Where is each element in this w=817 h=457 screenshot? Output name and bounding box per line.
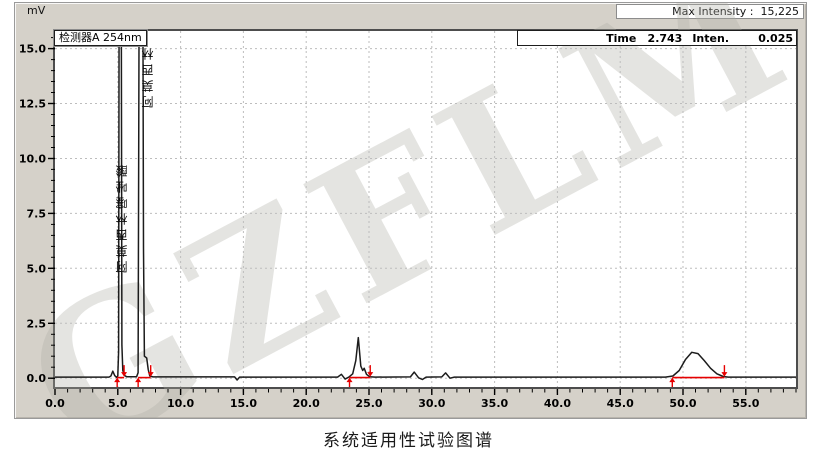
max-intensity-label: Max Intensity :: [672, 5, 754, 18]
y-axis-unit-label: mV: [27, 4, 46, 17]
time-label: Time: [606, 31, 637, 45]
svg-text:12.5: 12.5: [19, 98, 46, 111]
plot-area[interactable]: 检测器A 254nm Time 2.743 Inten. 0.025 阿莫西林噻…: [53, 29, 798, 389]
svg-text:5.0: 5.0: [108, 397, 128, 410]
svg-text:0.0: 0.0: [27, 372, 47, 385]
peak-label-amoxicillin-thiazole-acid: 阿莫西林噻唑酸: [114, 160, 129, 273]
svg-text:50.0: 50.0: [669, 397, 696, 410]
svg-text:30.0: 30.0: [418, 397, 445, 410]
max-intensity-readout: Max Intensity : 15,225: [616, 4, 804, 19]
max-intensity-value: 15,225: [760, 5, 800, 18]
svg-text:15.0: 15.0: [230, 397, 257, 410]
chromatogram-widget: GZFLM mV Max Intensity : 15,225 0.0 2.5 5.…: [14, 2, 807, 419]
inten-label: Inten.: [692, 31, 729, 45]
svg-text:35.0: 35.0: [481, 397, 508, 410]
svg-text:25.0: 25.0: [355, 397, 382, 410]
chromatogram-trace-canvas[interactable]: [55, 31, 796, 387]
svg-text:min: min: [798, 397, 799, 410]
svg-text:45.0: 45.0: [607, 397, 634, 410]
svg-text:20.0: 20.0: [293, 397, 320, 410]
cursor-readout-box: Time 2.743 Inten. 0.025: [517, 30, 797, 46]
svg-text:10.0: 10.0: [167, 397, 194, 410]
detector-channel-badge: 检测器A 254nm: [54, 30, 147, 46]
svg-text:40.0: 40.0: [544, 397, 571, 410]
figure-caption: 系统适用性试验图谱: [323, 431, 494, 451]
svg-text:10.0: 10.0: [19, 153, 46, 166]
y-axis: 0.0 2.5 5.0 7.5 10.0 12.5 15.0: [19, 37, 55, 385]
peak-label-amoxicillin: 阿莫西林: [140, 43, 155, 108]
inten-value: 0.025: [758, 31, 793, 45]
svg-text:15.0: 15.0: [19, 43, 46, 56]
chart-topbar: mV Max Intensity : 15,225: [15, 3, 806, 21]
svg-text:7.5: 7.5: [27, 207, 47, 220]
svg-text:55.0: 55.0: [732, 397, 759, 410]
svg-text:0.0: 0.0: [45, 397, 65, 410]
svg-text:2.5: 2.5: [27, 317, 47, 330]
svg-text:5.0: 5.0: [27, 262, 47, 275]
time-value: 2.743: [647, 31, 683, 45]
x-axis: 0.0 5.0 10.0 15.0 20.0 25.0 30.0 35.0 40.0 45.0 50…: [45, 389, 799, 410]
